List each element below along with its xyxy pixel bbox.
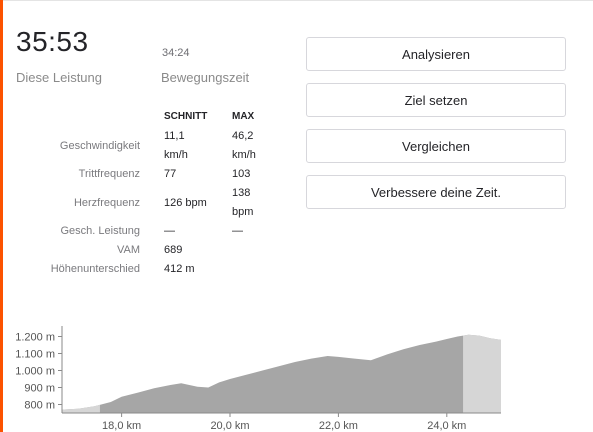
elapsed-time: 35:53 [16,26,89,57]
stat-max: — [232,225,243,237]
improve-time-button[interactable]: Verbessere deine Zeit. [306,175,566,209]
stat-max [232,260,272,279]
analyze-button[interactable]: Analysieren [306,37,566,71]
x-tick-label: 22,0 km [319,420,358,432]
stat-avg: — [164,225,175,237]
stat-max-unit: km/h [232,149,256,161]
y-tick-label: 1.000 m [15,366,55,378]
stat-label: Geschwindigkeit [59,139,140,152]
x-tick-label: 24,0 km [427,420,466,432]
stats-row-heartrate: Herzfrequenz 126 bpm 138 bpm [10,184,272,222]
elevation-area [62,334,501,413]
accent-strip [0,0,3,432]
stats-row-cadence: Trittfrequenz 77 103 [10,165,272,184]
stat-max-value: 46,2 [232,130,254,142]
stats-header-avg: SCHNITT [164,110,208,122]
x-tick-label: 18,0 km [102,420,141,432]
stat-label: VAM [116,244,140,256]
stat-avg-unit: km/h [164,149,188,161]
stats-table: SCHNITT MAX Geschwindigkeit 11,1 km/h 46,… [10,105,272,279]
stat-max: 103 [232,168,251,180]
y-tick-label: 800 m [24,400,55,412]
stats-row-power: Gesch. Leistung — — [10,222,272,241]
x-tick-label: 20,0 km [210,420,249,432]
y-tick-label: 1.100 m [15,349,55,361]
stats-row-speed: Geschwindigkeit 11,1 km/h 46,2 km/h [10,127,272,165]
stat-label: Herzfrequenz [73,196,140,209]
action-buttons: Analysieren Ziel setzen Vergleichen Verb… [306,37,566,221]
stat-avg: 11,1 km/h [164,127,232,165]
stat-max [232,241,272,260]
elevation-chart[interactable]: 800 m 900 m 1.000 m 1.100 m 1.200 m 18,0 km 20… [0,320,593,432]
stats-header-max: MAX [232,110,255,122]
moving-time: 34:24 [162,47,190,59]
stat-max-value: 138 [232,187,251,199]
y-tick-label: 900 m [24,383,55,395]
top-divider [3,0,593,1]
elevation-highlight-segment [463,334,501,413]
stats-header-row: SCHNITT MAX [10,105,272,127]
elapsed-label: Diese Leistung [16,70,102,85]
stat-avg: 689 [164,244,183,256]
elevation-highlight-segment [62,334,100,413]
stats-row-elevation-gain: Höhenunterschied 412 m [10,260,272,279]
stats-row-vam: VAM 689 [10,241,272,260]
stat-avg: 412 m [164,263,195,275]
compare-button[interactable]: Vergleichen [306,129,566,163]
stat-avg-value: 11,1 [164,130,185,142]
stat-label: Höhenunterschied [50,263,140,275]
stat-label: Trittfrequenz [78,168,140,180]
stat-avg: 126 bpm [164,196,207,209]
stats-header-spacer [10,105,164,127]
stat-max: 138 bpm [232,184,272,222]
stat-max-unit: bpm [232,206,254,218]
y-tick-label: 1.200 m [15,332,55,344]
stat-label: Gesch. Leistung [60,225,141,237]
stat-max: 46,2 km/h [232,127,272,165]
stat-avg: 77 [164,168,177,180]
moving-label: Bewegungszeit [161,70,250,85]
set-goal-button[interactable]: Ziel setzen [306,83,566,117]
